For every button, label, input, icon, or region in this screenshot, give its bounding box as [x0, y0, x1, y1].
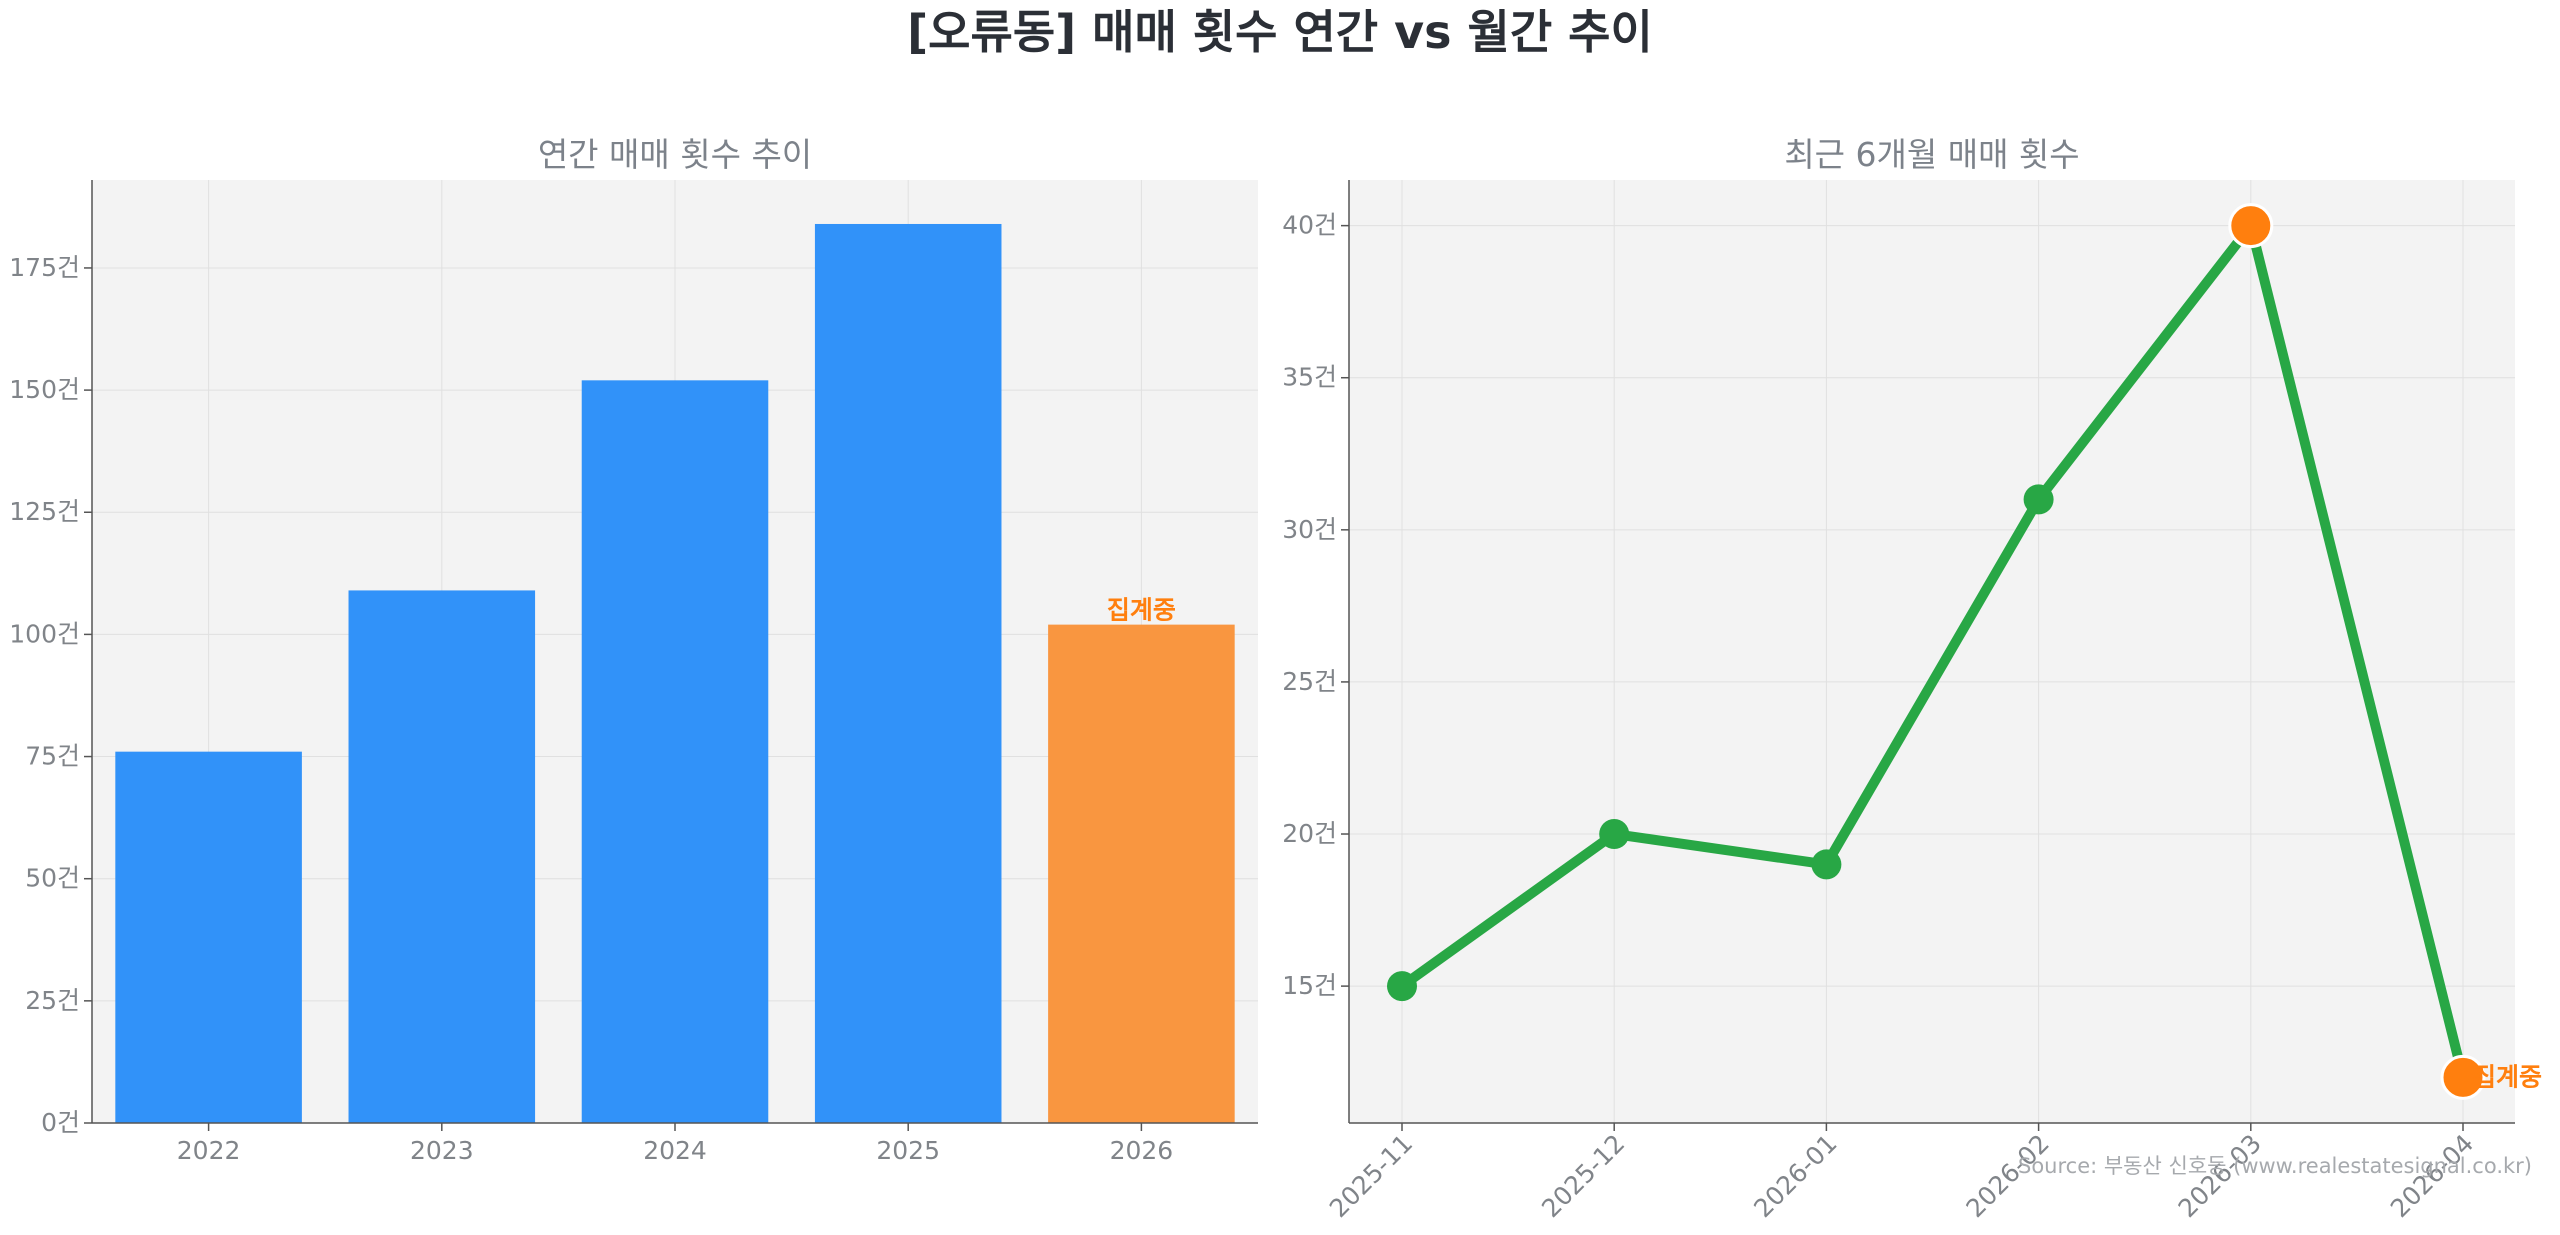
y-tick-label: 0건: [41, 1108, 80, 1137]
subplot-title: 연간 매매 횟수 추이: [538, 135, 812, 174]
data-point: [1387, 971, 1417, 1002]
bar: [115, 751, 302, 1123]
x-tick-label: 2025: [876, 1136, 940, 1165]
y-tick-label: 15건: [1282, 971, 1337, 1000]
y-tick-label: 40건: [1282, 211, 1337, 240]
data-point: [1811, 849, 1842, 880]
x-tick-label: 2023: [410, 1136, 474, 1165]
annual-bar-chart: 0건 25건 50건 75건 100건 125건 150건 175건 2022 2023 2024 2…: [9, 135, 1258, 1165]
y-tick-label: 75건: [25, 742, 80, 771]
y-tick-label: 35건: [1282, 363, 1337, 392]
plot-area: [1349, 180, 2515, 1123]
highlight-point: [2440, 1054, 2486, 1100]
y-tick-label: 100건: [9, 619, 80, 648]
y-tick-label: 25건: [25, 986, 80, 1015]
y-tick-label: 125건: [9, 497, 80, 526]
x-tick-label: 2025-11: [1324, 1129, 1418, 1223]
y-tick-label: 175건: [9, 253, 80, 282]
x-tick-label: 2026-01: [1748, 1129, 1842, 1223]
pending-label: 집계중: [1107, 596, 1176, 625]
highlight-point: [2228, 203, 2274, 249]
data-point: [1599, 819, 1630, 850]
x-tick-label: 2022: [177, 1136, 241, 1165]
data-point: [2023, 484, 2054, 515]
x-tick-label: 2025-12: [1536, 1129, 1630, 1223]
bar: [814, 223, 1002, 1123]
x-tick-label: 2026: [1110, 1136, 1174, 1165]
pending-label: 집계중: [2473, 1062, 2542, 1091]
y-tick-label: 150건: [9, 375, 80, 404]
bar: [348, 590, 536, 1123]
y-tick-label: 50건: [25, 864, 80, 893]
bar: [581, 380, 769, 1123]
y-tick-label: 20건: [1282, 819, 1337, 848]
x-tick-label: 2024: [643, 1136, 707, 1165]
series-line: [1397, 220, 2468, 1083]
bar: [1048, 624, 1235, 1123]
source-caption: Source: 부동산 신호등 (www.realestatesignal.co…: [2017, 1154, 2532, 1178]
figure-title: [오류동] 매매 횟수 연간 vs 월간 추이: [907, 5, 1653, 59]
y-tick-label: 25건: [1282, 667, 1337, 696]
subplot-title: 최근 6개월 매매 횟수: [1784, 135, 2079, 174]
y-tick-label: 30건: [1282, 515, 1337, 544]
